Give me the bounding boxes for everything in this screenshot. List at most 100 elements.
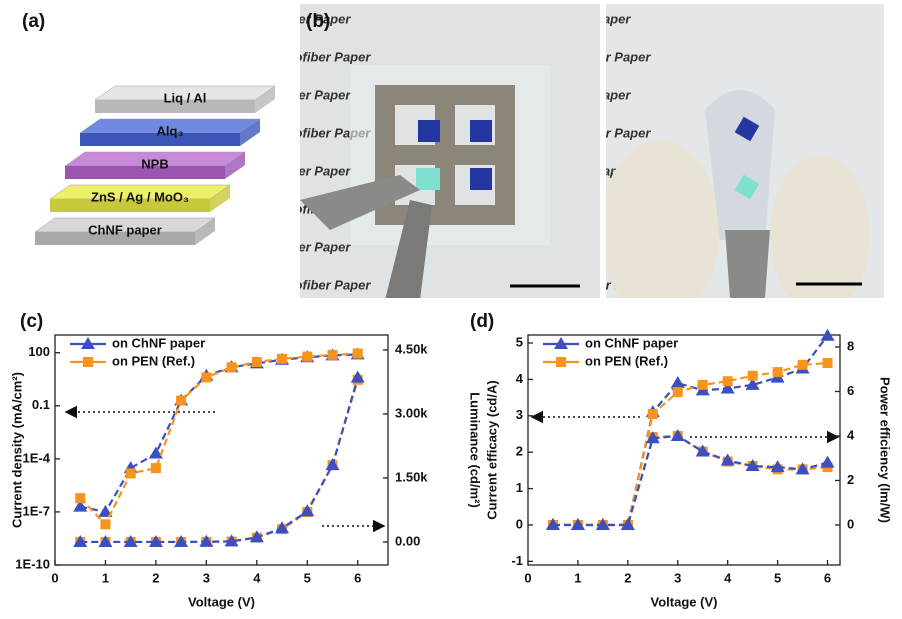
marker bbox=[201, 372, 212, 383]
photo-text: Nanofiber Paper bbox=[550, 125, 651, 140]
layer-side bbox=[255, 86, 275, 113]
x-tick-label: 3 bbox=[674, 570, 681, 585]
y-tick-label: 1E-4 bbox=[23, 450, 51, 465]
y2-tick-label: 0.00 bbox=[395, 533, 420, 548]
layer-label: ZnS / Ag / MoO₃ bbox=[91, 189, 189, 204]
layer-front bbox=[50, 199, 210, 212]
marker bbox=[820, 455, 835, 468]
marker bbox=[554, 337, 568, 349]
marker bbox=[797, 359, 808, 370]
series bbox=[75, 348, 363, 530]
marker bbox=[795, 462, 810, 475]
y-tick-label: 4 bbox=[516, 371, 524, 386]
layer-front bbox=[80, 133, 240, 146]
marker bbox=[545, 517, 560, 530]
x-tick-label: 3 bbox=[203, 570, 210, 585]
y2-tick-label: 4.50k bbox=[395, 341, 428, 356]
y-tick-label: 2 bbox=[516, 444, 523, 459]
panel-label: (c) bbox=[20, 311, 43, 332]
bent-device bbox=[606, 90, 870, 298]
series bbox=[75, 374, 363, 547]
x-tick-label: 5 bbox=[774, 570, 781, 585]
marker bbox=[820, 328, 835, 341]
layer-side bbox=[225, 152, 245, 179]
panel-label: (a) bbox=[22, 11, 45, 32]
photo-text: Nanofiber Paper bbox=[270, 49, 371, 64]
layer-front bbox=[95, 100, 255, 113]
layer-side bbox=[210, 185, 230, 212]
series-line bbox=[80, 377, 359, 544]
series bbox=[547, 430, 833, 530]
marker bbox=[570, 517, 585, 530]
marker bbox=[720, 453, 735, 466]
marker bbox=[670, 376, 685, 389]
marker bbox=[745, 459, 760, 472]
y2-tick-label: 6 bbox=[847, 383, 854, 398]
marker bbox=[350, 370, 365, 383]
marker bbox=[720, 381, 735, 394]
photo-text: Nanofiber Paper bbox=[530, 87, 631, 102]
marker bbox=[98, 504, 113, 517]
marker bbox=[722, 376, 733, 387]
photos: Nanofiber Paper Nanofiber Paper Nanofiber … bbox=[250, 4, 884, 298]
legend-label: on ChNF paper bbox=[585, 335, 678, 350]
photo-text: Nanofiber Paper bbox=[250, 11, 351, 26]
marker bbox=[770, 460, 785, 473]
marker bbox=[75, 493, 86, 504]
marker bbox=[277, 353, 288, 364]
panel-label: (d) bbox=[470, 311, 494, 332]
layer-label: Liq / Al bbox=[164, 90, 207, 105]
photo-text: Nanofiber Paper bbox=[250, 163, 351, 178]
x-tick-label: 0 bbox=[524, 570, 531, 585]
marker bbox=[620, 517, 635, 530]
marker bbox=[647, 408, 658, 419]
x-tick-label: 4 bbox=[253, 570, 261, 585]
marker bbox=[83, 357, 93, 367]
series-line bbox=[79, 352, 358, 527]
plot-frame bbox=[527, 334, 841, 566]
marker bbox=[327, 349, 338, 360]
marker bbox=[302, 351, 313, 362]
y2-tick-label: 1.50k bbox=[395, 469, 428, 484]
legend-label: on ChNF paper bbox=[112, 335, 205, 350]
series bbox=[73, 370, 365, 547]
y2-tick-label: 2 bbox=[847, 472, 854, 487]
series bbox=[545, 428, 835, 530]
annotation-arrows bbox=[64, 405, 840, 533]
layer-label: NPB bbox=[141, 156, 168, 171]
photo-text: Nanofiber Paper bbox=[250, 87, 351, 102]
x-tick-label: 1 bbox=[102, 570, 109, 585]
marker bbox=[224, 534, 239, 547]
marker bbox=[352, 348, 363, 359]
photo-text: Nanofiber Paper bbox=[270, 277, 371, 292]
x-tick-label: 4 bbox=[724, 570, 732, 585]
y2-tick-label: 4 bbox=[847, 427, 855, 442]
y2-axis-label: Luminance (cd/m²) bbox=[468, 392, 483, 508]
y-tick-label: 1E-10 bbox=[15, 556, 50, 571]
marker bbox=[595, 517, 610, 530]
marker bbox=[249, 530, 264, 543]
y-tick-label: 1 bbox=[516, 480, 523, 495]
marker bbox=[251, 356, 262, 367]
y-tick-label: 3 bbox=[516, 407, 523, 422]
layer-front bbox=[35, 232, 195, 245]
marker bbox=[556, 357, 566, 367]
marker bbox=[747, 370, 758, 381]
marker bbox=[300, 504, 315, 517]
series-line bbox=[552, 434, 828, 527]
marker bbox=[275, 521, 290, 534]
y-tick-label: -1 bbox=[511, 553, 523, 568]
layer-label: ChNF paper bbox=[88, 222, 162, 237]
marker bbox=[199, 534, 214, 547]
x-tick-label: 5 bbox=[304, 570, 311, 585]
plot-frame bbox=[54, 334, 389, 566]
x-tick-label: 6 bbox=[354, 570, 361, 585]
x-axis-label: Voltage (V) bbox=[651, 594, 718, 609]
marker bbox=[176, 395, 187, 406]
y-tick-label: 1E-7 bbox=[23, 503, 50, 518]
y-axis-label: Current density (mA/cm²) bbox=[9, 372, 24, 528]
photo-text: Nanofiber Paper bbox=[530, 11, 631, 26]
marker bbox=[148, 534, 163, 547]
x-tick-label: 2 bbox=[624, 570, 631, 585]
series-line bbox=[552, 434, 828, 527]
